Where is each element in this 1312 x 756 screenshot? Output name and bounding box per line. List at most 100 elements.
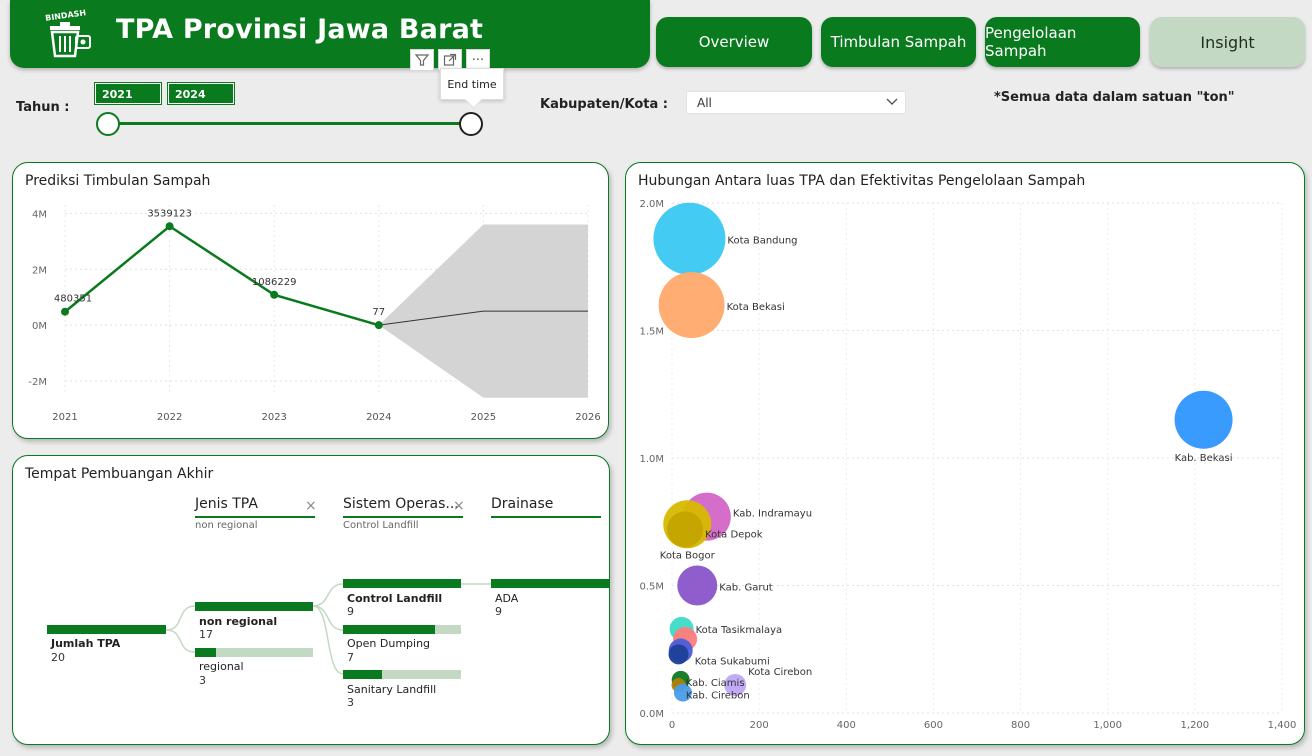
bubble-label: Kota Depok bbox=[705, 529, 763, 540]
y-tick-label: 1.0M bbox=[639, 454, 664, 465]
x-tick-label: 2024 bbox=[366, 412, 391, 423]
end-time-tooltip: End time bbox=[440, 68, 504, 100]
forecast-line bbox=[378, 310, 588, 326]
scatter-bubble bbox=[653, 202, 726, 275]
scatter-bubble bbox=[673, 683, 692, 702]
tree-node-control-landfill-value: 9 bbox=[347, 605, 354, 618]
visual-toolbar: ··· bbox=[410, 49, 490, 71]
year-slider-end-handle[interactable] bbox=[459, 112, 483, 136]
page-header: BINDASH TPA Provinsi Jawa Barat bbox=[10, 0, 650, 68]
tree-node-sanitary-landfill-bar[interactable] bbox=[343, 670, 382, 679]
tree-node-regional-bar[interactable] bbox=[195, 648, 216, 657]
bubble-label: Kab. Indramayu bbox=[733, 509, 812, 520]
tree-node-control-landfill-label: Control Landfill bbox=[347, 592, 443, 605]
bubble-label: Kota Sukabumi bbox=[695, 657, 770, 668]
data-point bbox=[165, 222, 174, 231]
x-tick-label: 1,400 bbox=[1268, 720, 1297, 731]
tree-level-jenis-tpa[interactable]: Jenis TPA bbox=[195, 496, 315, 518]
bubble-label: Kab. Cirebon bbox=[686, 691, 750, 702]
nav-pengelolaan-sampah-button[interactable]: Pengelolaan Sampah bbox=[985, 17, 1140, 67]
logo-text: BINDASH bbox=[45, 8, 87, 23]
y-tick-label: 4M bbox=[32, 209, 47, 220]
bubble-label: Kota Tasikmalaya bbox=[696, 625, 783, 636]
page-title: TPA Provinsi Jawa Barat bbox=[116, 14, 484, 45]
more-options-icon[interactable]: ··· bbox=[466, 49, 490, 71]
bubble-label: Kota Bogor bbox=[660, 550, 716, 561]
data-label: 1086229 bbox=[252, 277, 297, 288]
data-point bbox=[374, 321, 383, 330]
tree-node-jumlah-tpa-bar[interactable] bbox=[47, 625, 166, 634]
x-tick-label: 400 bbox=[837, 720, 856, 731]
focus-mode-icon[interactable] bbox=[438, 49, 462, 71]
tree-node-regional-value: 3 bbox=[199, 674, 206, 687]
scatter-bubble bbox=[668, 644, 689, 665]
tree-node-sanitary-landfill-label: Sanitary Landfill bbox=[347, 683, 437, 696]
data-label: 3539123 bbox=[147, 208, 192, 219]
prediction-chart-card: Prediksi Timbulan Sampah 4M 2M 0M -2M 2021 20… bbox=[12, 162, 609, 439]
scatter-chart-card: Hubungan Antara luas TPA dan Efektivitas… bbox=[625, 162, 1305, 745]
tree-level-sistem-operasional[interactable]: Sistem Operas... bbox=[343, 496, 463, 518]
tree-node-regional-label: regional bbox=[199, 660, 244, 673]
tree-level-sistem-operasional-filter: Control Landfill bbox=[343, 520, 419, 531]
x-tick-label: 1,200 bbox=[1181, 720, 1210, 731]
end-year-input[interactable]: 2024 bbox=[167, 82, 235, 105]
bubble-label: Kab. Bekasi bbox=[1175, 453, 1233, 464]
clear-sistem-operasional-icon[interactable]: × bbox=[453, 498, 465, 514]
x-tick-label: 600 bbox=[924, 720, 943, 731]
y-tick-label: 2M bbox=[32, 265, 47, 276]
tree-node-non-regional-label: non regional bbox=[199, 615, 278, 628]
tree-node-ada-label: ADA bbox=[495, 592, 519, 605]
bubble-label: Kota Bekasi bbox=[727, 302, 785, 313]
tree-node-sanitary-landfill-value: 3 bbox=[347, 696, 354, 709]
tree-node-control-landfill-bar[interactable] bbox=[343, 579, 461, 588]
x-tick-label: 2021 bbox=[52, 412, 77, 423]
unit-note: *Semua data dalam satuan "ton" bbox=[994, 90, 1235, 105]
nav-insight-button[interactable]: Insight bbox=[1150, 17, 1305, 67]
year-slider-track[interactable] bbox=[108, 122, 472, 125]
tree-node-ada-bar[interactable] bbox=[491, 579, 609, 588]
year-slider-start-handle[interactable] bbox=[96, 112, 120, 136]
scatter-bubble bbox=[658, 272, 725, 338]
data-point bbox=[61, 307, 69, 316]
region-dropdown[interactable]: All bbox=[686, 91, 906, 114]
start-year-input[interactable]: 2021 bbox=[94, 82, 162, 105]
x-tick-label: 0 bbox=[669, 720, 675, 731]
series-line bbox=[64, 224, 380, 327]
scatter-bubble bbox=[677, 565, 718, 606]
tree-node-jumlah-tpa-value: 20 bbox=[51, 651, 65, 664]
year-filter-label: Tahun : bbox=[16, 100, 70, 115]
x-tick-label: 2026 bbox=[575, 412, 600, 423]
y-tick-label: 2.0M bbox=[639, 199, 664, 210]
x-tick-label: 200 bbox=[750, 720, 769, 731]
region-dropdown-value: All bbox=[697, 96, 712, 110]
y-tick-label: 1.5M bbox=[639, 327, 664, 338]
tree-node-sanitary-landfill-bar-bg bbox=[343, 670, 461, 679]
tree-title: Tempat Pembuangan Akhir bbox=[25, 466, 214, 482]
chevron-down-icon bbox=[886, 98, 898, 105]
nav-overview-button[interactable]: Overview bbox=[656, 17, 812, 67]
tree-node-non-regional-value: 17 bbox=[199, 628, 213, 641]
scatter-chart: 2.0M 1.5M 1.0M 0.5M 0.0M 0 200 400 600 800 1,000 1,… bbox=[639, 199, 1297, 731]
tree-node-ada-value: 9 bbox=[495, 605, 502, 618]
tree-connectors bbox=[165, 583, 491, 675]
bubble-label: Kota Cirebon bbox=[748, 667, 812, 678]
nav-timbulan-sampah-button[interactable]: Timbulan Sampah bbox=[821, 17, 976, 67]
x-tick-label: 1,000 bbox=[1093, 720, 1122, 731]
bubble-label: Kab. Garut bbox=[719, 583, 773, 594]
scatter-bubble bbox=[667, 511, 704, 548]
y-tick-label: 0.5M bbox=[639, 582, 664, 593]
bubble-label: Kota Bandung bbox=[727, 236, 797, 247]
tree-level-drainase[interactable]: Drainase bbox=[491, 496, 601, 518]
x-tick-label: 2023 bbox=[261, 412, 286, 423]
y-tick-label: -2M bbox=[28, 377, 47, 388]
prediction-line-chart: 4M 2M 0M -2M 2021 2022 2023 2024 2025 2026 480351 3… bbox=[28, 205, 601, 423]
tree-node-open-dumping-value: 7 bbox=[347, 651, 354, 664]
tree-node-non-regional-bar[interactable] bbox=[195, 602, 313, 611]
tree-node-open-dumping-label: Open Dumping bbox=[347, 637, 431, 650]
filter-icon[interactable] bbox=[410, 49, 434, 71]
tree-node-open-dumping-bar[interactable] bbox=[343, 625, 435, 634]
clear-jenis-tpa-icon[interactable]: × bbox=[305, 498, 317, 514]
scatter-bubble bbox=[1174, 390, 1233, 449]
prediction-chart-title: Prediksi Timbulan Sampah bbox=[25, 173, 211, 189]
region-filter-label: Kabupaten/Kota : bbox=[540, 97, 669, 112]
